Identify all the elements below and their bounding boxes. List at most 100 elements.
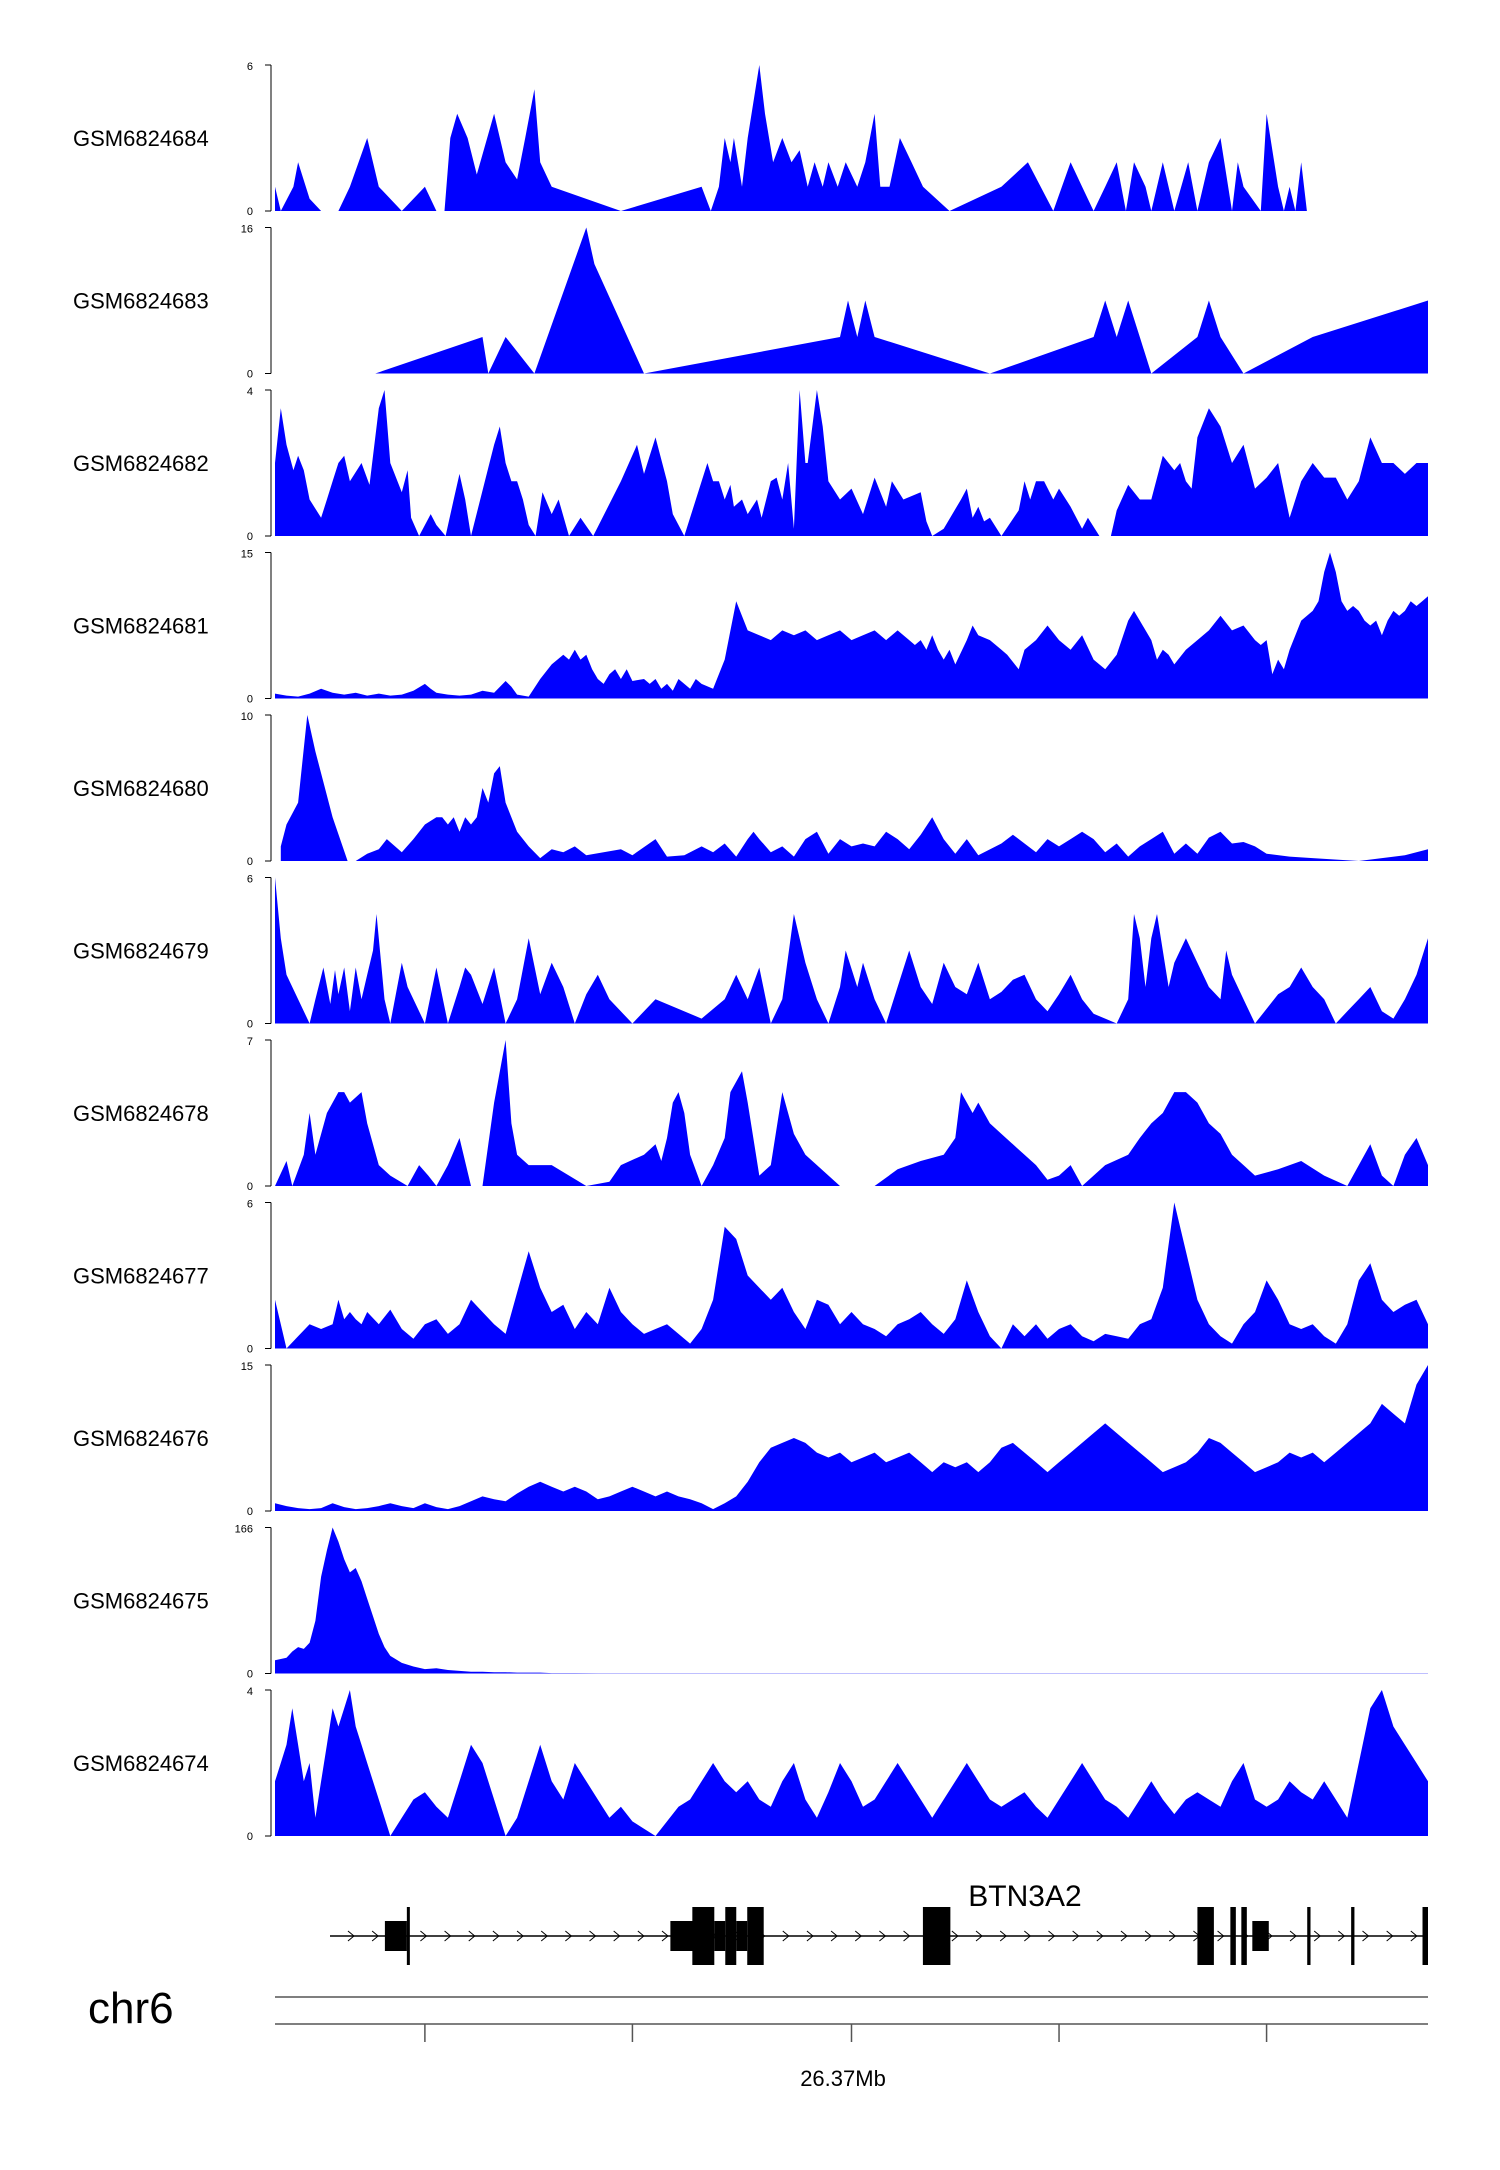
exon (747, 1907, 764, 1965)
strand-arrow (589, 1930, 597, 1942)
y-tick-label-min: 0 (247, 1344, 253, 1356)
exon (1197, 1907, 1214, 1965)
y-tick-label-min: 0 (247, 856, 253, 868)
coverage-tracks: GSM682468460GSM6824683160GSM682468240GSM… (73, 61, 1428, 1843)
exon (736, 1921, 748, 1951)
strand-arrow (806, 1930, 814, 1942)
coverage-area (275, 1527, 1428, 1674)
y-tick-label-min: 0 (247, 531, 253, 543)
exon (1230, 1907, 1236, 1965)
exon (725, 1907, 737, 1965)
track-label: GSM6824678 (73, 1101, 209, 1126)
y-tick-label-max: 166 (235, 1524, 253, 1536)
coverage-area (275, 390, 1428, 536)
track-GSM6824682: GSM6824682 4 0 (73, 386, 1428, 543)
track-GSM6824683: GSM6824683 16 0 (73, 224, 1428, 381)
track-label: GSM6824675 (73, 1589, 209, 1614)
exon (714, 1921, 726, 1951)
y-tick-label-max: 7 (247, 1036, 253, 1048)
strand-arrow (1144, 1930, 1152, 1942)
exon (406, 1907, 410, 1965)
track-label: GSM6824682 (73, 451, 209, 476)
coverage-area (275, 552, 1428, 699)
strand-arrow (637, 1930, 645, 1942)
y-tick-label-max: 15 (241, 549, 253, 561)
exon (692, 1907, 715, 1965)
exon (1241, 1907, 1247, 1965)
track-label: GSM6824676 (73, 1426, 209, 1451)
strand-arrow (782, 1930, 790, 1942)
strand-arrow (1096, 1930, 1104, 1942)
track-GSM6824674: GSM6824674 4 0 (73, 1686, 1428, 1843)
coverage-area (275, 877, 1428, 1024)
y-tick-label-max: 6 (247, 874, 253, 886)
strand-arrow (1072, 1930, 1080, 1942)
strand-arrow (903, 1930, 911, 1942)
strand-arrow (1168, 1930, 1177, 1942)
chromosome-label: chr6 (88, 1984, 174, 2033)
strand-arrow (661, 1930, 669, 1942)
track-GSM6824676: GSM6824676 15 0 (73, 1361, 1428, 1518)
y-tick-label-min: 0 (247, 694, 253, 706)
y-tick-label-max: 4 (247, 1686, 253, 1698)
y-tick-label-max: 16 (241, 224, 253, 236)
strand-arrow (1048, 1930, 1056, 1942)
strand-arrow (420, 1930, 428, 1942)
track-GSM6824684: GSM6824684 6 0 (73, 61, 1428, 218)
strand-arrow (1120, 1930, 1128, 1942)
track-label: GSM6824677 (73, 1264, 209, 1289)
y-tick-label-max: 4 (247, 386, 253, 398)
coverage-area (275, 1365, 1428, 1511)
strand-arrow (1024, 1930, 1032, 1942)
y-tick-label-min: 0 (247, 369, 253, 381)
strand-arrow (613, 1930, 621, 1942)
exon (922, 1907, 951, 1965)
track-label: GSM6824684 (73, 126, 209, 151)
strand-arrow (1386, 1930, 1394, 1942)
track-GSM6824679: GSM6824679 6 0 (73, 874, 1428, 1031)
track-label: GSM6824680 (73, 776, 209, 801)
strand-arrow (1313, 1930, 1321, 1942)
y-tick-label-min: 0 (247, 1831, 253, 1843)
y-tick-label-max: 15 (241, 1361, 253, 1373)
track-GSM6824678: GSM6824678 7 0 (73, 1036, 1428, 1193)
strand-arrow (1410, 1930, 1418, 1942)
strand-arrow (516, 1930, 524, 1942)
strand-arrow (830, 1930, 838, 1942)
track-GSM6824680: GSM6824680 10 0 (73, 711, 1428, 868)
y-tick-label-min: 0 (247, 206, 253, 218)
exon (384, 1921, 407, 1951)
coverage-area (275, 1040, 1428, 1186)
coverage-area (275, 227, 1428, 374)
coverage-area (275, 1690, 1428, 1836)
y-tick-label-max: 6 (247, 61, 253, 73)
exon (1351, 1907, 1355, 1965)
strand-arrow (1362, 1930, 1370, 1942)
genome-axis: chr6 26.37Mb (88, 1984, 1428, 2091)
strand-arrow (540, 1930, 548, 1942)
exon (1307, 1907, 1311, 1965)
track-label: GSM6824679 (73, 939, 209, 964)
track-label: GSM6824681 (73, 614, 209, 639)
strand-arrow (371, 1930, 379, 1942)
coverage-area (275, 65, 1428, 211)
track-label: GSM6824674 (73, 1751, 209, 1776)
axis-tick-label: 26.37Mb (800, 2066, 886, 2091)
gene-model: BTN3A2 (330, 1880, 1428, 1965)
y-tick-label-min: 0 (247, 1019, 253, 1031)
strand-arrow (444, 1930, 452, 1942)
strand-arrow (347, 1930, 355, 1942)
strand-arrow (951, 1930, 959, 1942)
track-label: GSM6824683 (73, 289, 209, 314)
strand-arrow (999, 1930, 1007, 1942)
gene-name-label: BTN3A2 (968, 1880, 1081, 1913)
track-GSM6824677: GSM6824677 6 0 (73, 1199, 1428, 1356)
strand-arrow (1338, 1930, 1346, 1942)
track-GSM6824681: GSM6824681 15 0 (73, 549, 1428, 706)
y-tick-label-min: 0 (247, 1669, 253, 1681)
track-GSM6824675: GSM6824675 166 0 (73, 1524, 1428, 1681)
strand-arrow (565, 1930, 573, 1942)
exon (1252, 1921, 1269, 1951)
strand-arrow (879, 1930, 887, 1942)
y-tick-label-max: 10 (241, 711, 253, 723)
